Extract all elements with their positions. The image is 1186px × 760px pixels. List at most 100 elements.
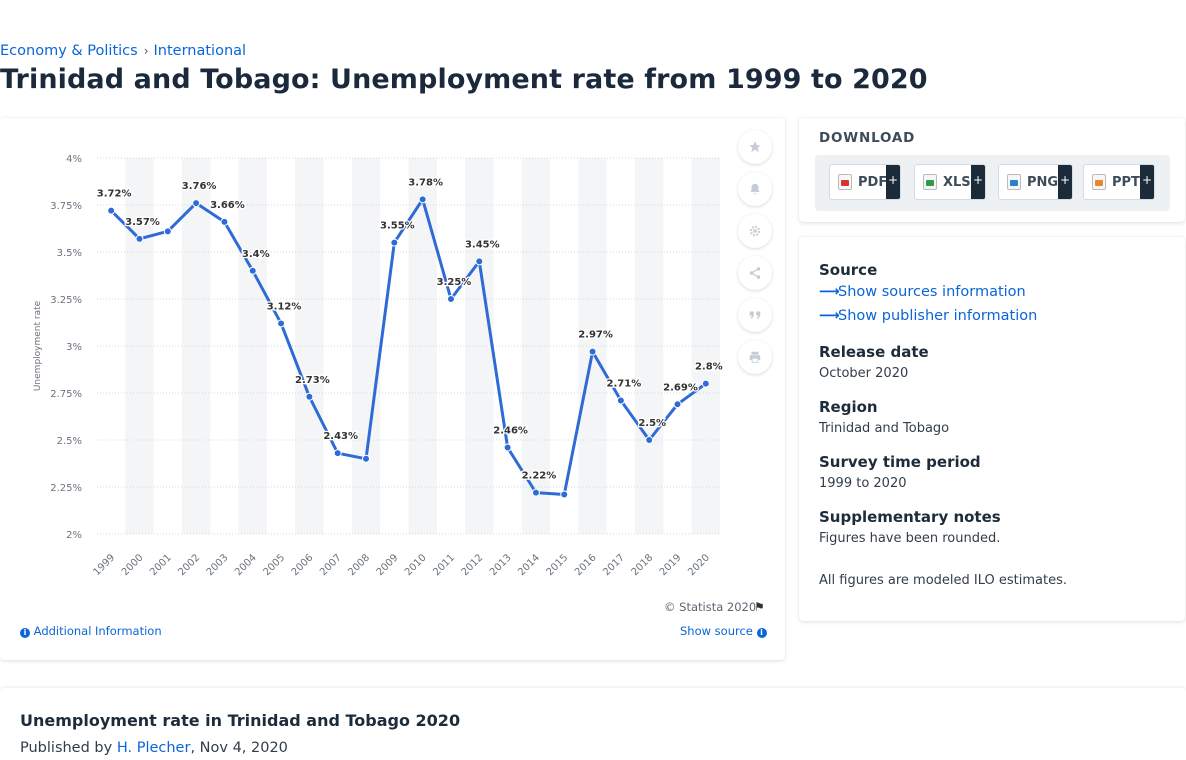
download-pdf-label: PDF [858, 174, 888, 190]
data-point [107, 206, 116, 215]
breadcrumb-link-economy[interactable]: Economy & Politics [0, 43, 138, 59]
data-point [192, 199, 201, 208]
data-point [333, 449, 342, 458]
cite-button[interactable] [738, 298, 772, 332]
description-card: Unemployment rate in Trinidad and Tobago… [0, 688, 1186, 760]
data-label: 3.57% [125, 217, 160, 228]
data-label: 2.22% [522, 471, 557, 482]
data-label: 3.66% [210, 200, 245, 211]
notification-bell-button[interactable] [738, 172, 772, 206]
chart-band [351, 158, 381, 534]
x-tick-label: 2013 [488, 552, 514, 578]
download-buttons-row: PDF + XLS + PNG + PPT + [815, 155, 1170, 211]
download-xls-label: XLS [943, 174, 971, 190]
published-date: , Nov 4, 2020 [190, 740, 288, 756]
y-tick-label: 2.5% [57, 436, 82, 447]
supplementary-notes-value-2: All figures are modeled ILO estimates. [819, 573, 1067, 588]
xls-plus-icon[interactable]: + [971, 165, 985, 199]
pdf-plus-icon[interactable]: + [886, 165, 900, 199]
statista-copyright: © Statista 2020 [664, 600, 757, 614]
arrow-right-icon: ⟶ [819, 284, 840, 300]
download-ppt-button[interactable]: PPT + [1083, 164, 1155, 200]
data-point [531, 488, 540, 497]
favorite-star-icon[interactable] [738, 130, 772, 164]
x-tick-label: 2002 [176, 552, 202, 578]
y-tick-label: 2.75% [50, 389, 82, 400]
show-source-link[interactable]: Show source i [680, 624, 767, 638]
data-label: 3.78% [408, 177, 443, 188]
data-point [135, 234, 144, 243]
statistic-info-card: Source ⟶Show sources information ⟶Show p… [799, 237, 1185, 621]
data-label: 2.43% [323, 431, 358, 442]
x-tick-label: 2007 [318, 552, 344, 578]
data-point [701, 379, 710, 388]
published-by: Published by H. Plecher, Nov 4, 2020 [20, 740, 288, 756]
x-tick-label: 2006 [290, 552, 316, 578]
x-tick-label: 2018 [630, 552, 656, 578]
data-point [163, 227, 172, 236]
ppt-plus-icon[interactable]: + [1140, 165, 1154, 199]
x-tick-label: 2005 [261, 552, 287, 578]
chart-band [295, 158, 324, 534]
data-point [616, 396, 625, 405]
chart-band [408, 158, 437, 534]
data-point [390, 238, 399, 247]
y-tick-label: 4% [66, 154, 82, 165]
data-point [220, 217, 229, 226]
survey-period-value: 1999 to 2020 [819, 476, 907, 491]
breadcrumb-link-international[interactable]: International [153, 43, 247, 59]
x-tick-label: 2003 [205, 552, 231, 578]
data-point [673, 400, 682, 409]
download-png-label: PNG [1027, 174, 1059, 190]
arrow-right-icon: ⟶ [819, 308, 840, 324]
x-tick-label: 2004 [233, 552, 259, 578]
x-tick-label: 2008 [346, 552, 372, 578]
data-point [503, 443, 512, 452]
print-button[interactable] [738, 340, 772, 374]
region-label: Region [819, 398, 878, 416]
gear-icon [749, 225, 761, 237]
data-point [248, 266, 257, 275]
share-icon [749, 267, 761, 279]
download-card: DOWNLOAD PDF + XLS + PNG + PPT + [799, 118, 1185, 222]
x-tick-label: 2019 [658, 552, 684, 578]
y-tick-label: 3.5% [57, 248, 82, 259]
y-tick-label: 2% [66, 530, 82, 541]
show-sources-label: Show sources information [838, 284, 1026, 300]
author-link[interactable]: H. Plecher [116, 740, 191, 756]
show-sources-link[interactable]: ⟶Show sources information [819, 284, 1026, 300]
download-ppt-label: PPT [1112, 174, 1140, 190]
data-label: 2.69% [663, 382, 698, 393]
additional-information-link[interactable]: i Additional Information [20, 624, 162, 638]
supplementary-notes-value: Figures have been rounded. [819, 531, 1001, 546]
info-icon: i [20, 628, 30, 638]
data-label: 2.8% [695, 362, 723, 373]
ppt-file-icon [1092, 174, 1106, 190]
png-plus-icon[interactable]: + [1058, 165, 1072, 199]
x-tick-label: 2020 [686, 552, 712, 578]
x-tick-label: 2017 [601, 552, 627, 578]
x-tick-label: 2012 [460, 552, 486, 578]
x-tick-label: 2010 [403, 552, 429, 578]
data-point [362, 454, 371, 463]
settings-button[interactable] [738, 214, 772, 248]
unemployment-line-chart: 2% 2.25% 2.5% 2.75% 3% 3.25% 3.5% 3.75% 4% Unempl… [33, 154, 724, 578]
report-flag-icon[interactable]: ⚑ [754, 600, 765, 614]
download-xls-button[interactable]: XLS + [914, 164, 986, 200]
share-button[interactable] [738, 256, 772, 290]
download-pdf-button[interactable]: PDF + [829, 164, 901, 200]
additional-information-label: Additional Information [33, 624, 162, 638]
data-point [560, 490, 569, 499]
data-point [588, 347, 597, 356]
show-publisher-link[interactable]: ⟶Show publisher information [819, 308, 1037, 324]
show-publisher-label: Show publisher information [838, 308, 1038, 324]
x-tick-label: 2016 [573, 552, 599, 578]
data-label: 2.46% [493, 426, 528, 437]
download-png-button[interactable]: PNG + [998, 164, 1073, 200]
series-line [110, 197, 707, 497]
y-tick-label: 3.25% [50, 295, 82, 306]
data-label: 2.5% [638, 418, 666, 429]
data-point [305, 392, 314, 401]
breadcrumb-separator: › [143, 44, 149, 58]
x-tick-label: 1999 [92, 552, 118, 578]
